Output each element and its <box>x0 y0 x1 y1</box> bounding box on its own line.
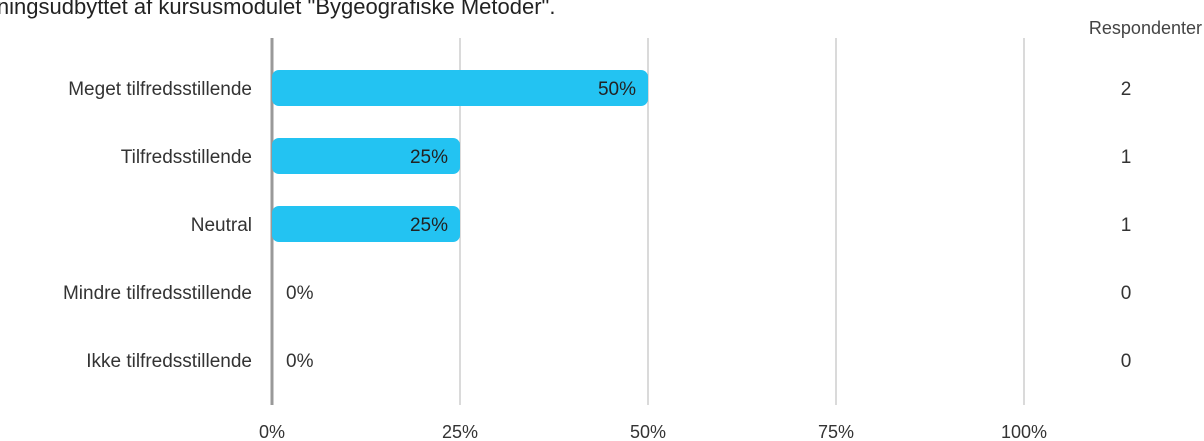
category-label: Ikke tilfredsstillende <box>86 351 252 372</box>
x-tick-label: 50% <box>630 422 666 441</box>
respondent-count: 2 <box>1121 79 1132 100</box>
category-label: Mindre tilfredsstillende <box>63 283 252 304</box>
respondent-count: 0 <box>1121 351 1132 372</box>
bar <box>272 70 648 106</box>
category-label: Meget tilfredsstillende <box>68 79 252 100</box>
category-label: Tilfredsstillende <box>121 147 252 168</box>
bar-value-label: 25% <box>410 215 448 236</box>
bar-value-label: 50% <box>598 79 636 100</box>
bar-value-label: 0% <box>286 351 314 372</box>
bar <box>272 206 460 242</box>
category-label: Neutral <box>191 215 252 236</box>
respondent-count: 1 <box>1121 215 1132 236</box>
bar-value-label: 25% <box>410 147 448 168</box>
bar-value-label: 0% <box>286 283 314 304</box>
chart-title: ærningsudbyttet af kursusmodulet "Bygeog… <box>0 0 556 19</box>
x-tick-label: 25% <box>442 422 478 441</box>
x-tick-label: 75% <box>818 422 854 441</box>
respondent-count: 1 <box>1121 147 1132 168</box>
x-tick-label: 0% <box>259 422 285 441</box>
x-tick-label: 100% <box>1001 422 1047 441</box>
respondent-count: 0 <box>1121 283 1132 304</box>
respondents-header: Respondenter <box>1088 18 1202 38</box>
bar <box>272 138 460 174</box>
